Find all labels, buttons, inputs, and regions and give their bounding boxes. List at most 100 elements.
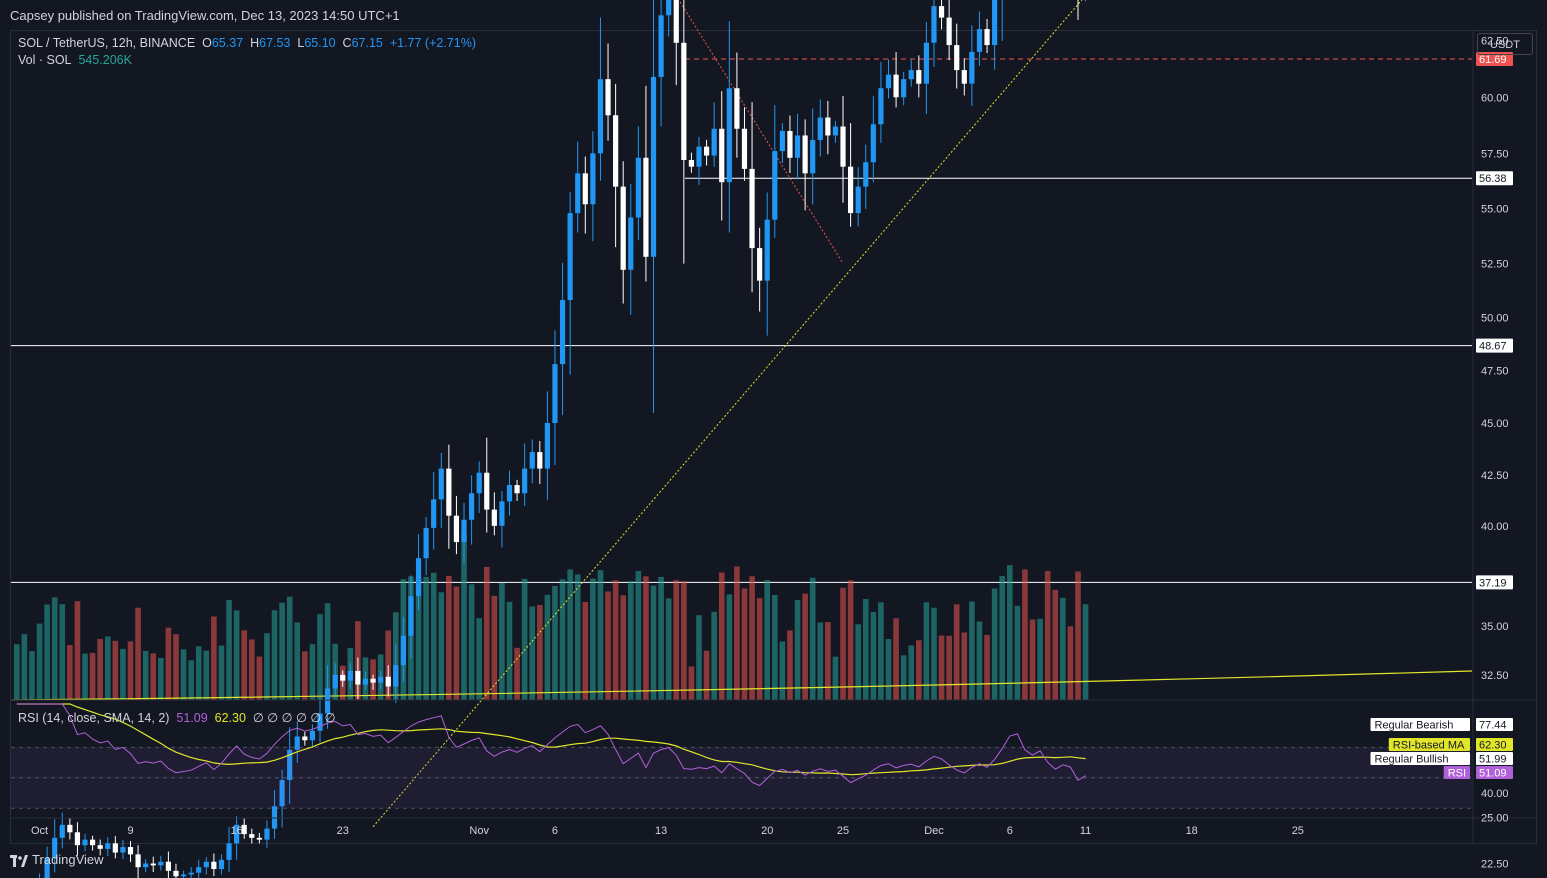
candle-body[interactable]	[67, 824, 73, 833]
candle-body[interactable]	[302, 736, 308, 741]
candle-body[interactable]	[112, 843, 118, 853]
candle-body[interactable]	[984, 29, 990, 46]
candle-body[interactable]	[537, 452, 543, 469]
candle-body[interactable]	[749, 168, 755, 249]
candle-body[interactable]	[961, 70, 967, 84]
candle-body[interactable]	[870, 124, 876, 163]
candle-body[interactable]	[779, 130, 785, 152]
candle-body[interactable]	[74, 832, 81, 846]
candle-body[interactable]	[954, 45, 960, 71]
candle-body[interactable]	[688, 160, 695, 167]
candle-body[interactable]	[923, 42, 929, 84]
candle-body[interactable]	[908, 70, 914, 80]
candle-body[interactable]	[150, 863, 156, 866]
candle-body[interactable]	[946, 17, 952, 46]
candle-body[interactable]	[802, 135, 808, 174]
candle-body[interactable]	[787, 130, 793, 158]
candle-body[interactable]	[408, 596, 414, 636]
candle-body[interactable]	[317, 713, 323, 731]
candle-body[interactable]	[885, 74, 892, 89]
candle-body[interactable]	[559, 300, 566, 365]
candle-body[interactable]	[582, 173, 588, 205]
candle-body[interactable]	[90, 839, 96, 846]
candle-body[interactable]	[878, 88, 884, 125]
candle-body[interactable]	[393, 665, 399, 687]
candle-body[interactable]	[810, 139, 816, 174]
candle-body[interactable]	[832, 126, 839, 136]
candle-body[interactable]	[575, 173, 581, 214]
candle-body[interactable]	[135, 854, 141, 868]
candle-body[interactable]	[44, 858, 50, 878]
candle-body[interactable]	[719, 128, 725, 183]
candle-body[interactable]	[499, 501, 505, 526]
candle-body[interactable]	[105, 843, 111, 849]
candle-body[interactable]	[385, 676, 391, 687]
candle-body[interactable]	[764, 219, 770, 281]
candle-body[interactable]	[249, 834, 255, 838]
candle-body[interactable]	[340, 674, 346, 681]
currency-button[interactable]: USDT	[1477, 33, 1533, 55]
candle-body[interactable]	[696, 146, 702, 167]
candle-body[interactable]	[196, 867, 202, 873]
candle-body[interactable]	[969, 51, 975, 84]
candle-body[interactable]	[741, 128, 748, 169]
candle-body[interactable]	[855, 186, 861, 214]
candle-body[interactable]	[772, 151, 778, 220]
candle-body[interactable]	[734, 88, 740, 129]
candle-body[interactable]	[544, 422, 550, 469]
candle-body[interactable]	[82, 839, 88, 846]
tradingview-logo[interactable]: TradingView	[10, 852, 104, 867]
candle-body[interactable]	[522, 468, 528, 494]
candle-body[interactable]	[597, 79, 604, 154]
candle-body[interactable]	[287, 749, 293, 781]
candle-body[interactable]	[256, 837, 262, 840]
candle-body[interactable]	[461, 519, 467, 543]
candle-body[interactable]	[59, 824, 65, 838]
candle-body[interactable]	[469, 493, 475, 520]
candle-body[interactable]	[143, 863, 149, 868]
candle-body[interactable]	[757, 248, 763, 281]
candle-body[interactable]	[635, 157, 641, 218]
candle-body[interactable]	[673, 0, 679, 43]
candle-body[interactable]	[476, 472, 482, 494]
candle-body[interactable]	[453, 515, 460, 543]
candle-body[interactable]	[620, 186, 626, 270]
candle-body[interactable]	[355, 670, 361, 685]
candle-body[interactable]	[52, 837, 58, 859]
candle-body[interactable]	[794, 135, 801, 158]
candle-body[interactable]	[226, 843, 232, 860]
candle-body[interactable]	[378, 676, 384, 683]
candle-body[interactable]	[817, 117, 823, 140]
candle-body[interactable]	[863, 162, 869, 187]
candle-body[interactable]	[180, 874, 187, 877]
candle-body[interactable]	[309, 730, 316, 741]
candle-body[interactable]	[893, 74, 899, 98]
candle-body[interactable]	[438, 468, 444, 500]
candle-body[interactable]	[901, 79, 907, 98]
candle-body[interactable]	[840, 126, 846, 167]
candle-body[interactable]	[590, 153, 596, 205]
candle-body[interactable]	[362, 678, 369, 685]
candle-body[interactable]	[127, 847, 134, 855]
candle-body[interactable]	[703, 146, 710, 156]
candle-body[interactable]	[347, 670, 353, 681]
candle-body[interactable]	[666, 0, 672, 16]
candle-body[interactable]	[628, 217, 634, 270]
candle-body[interactable]	[446, 468, 452, 516]
candle-body[interactable]	[552, 364, 558, 423]
chart-frame[interactable]	[10, 30, 1537, 844]
rsi-legend[interactable]: RSI (14, close, SMA, 14, 2) 51.09 62.30 …	[18, 710, 336, 725]
candle-body[interactable]	[173, 870, 179, 877]
candle-body[interactable]	[931, 6, 937, 43]
candle-body[interactable]	[848, 166, 854, 214]
candle-body[interactable]	[658, 15, 664, 77]
ascending-trendline[interactable]	[372, 0, 1390, 828]
candle-body[interactable]	[415, 558, 422, 597]
candle-body[interactable]	[650, 76, 657, 257]
descending-trendline[interactable]	[661, 0, 844, 264]
candle-body[interactable]	[165, 861, 171, 871]
candle-body[interactable]	[271, 806, 278, 829]
candle-body[interactable]	[726, 88, 732, 183]
candle-body[interactable]	[916, 70, 922, 84]
candle-body[interactable]	[203, 861, 209, 868]
